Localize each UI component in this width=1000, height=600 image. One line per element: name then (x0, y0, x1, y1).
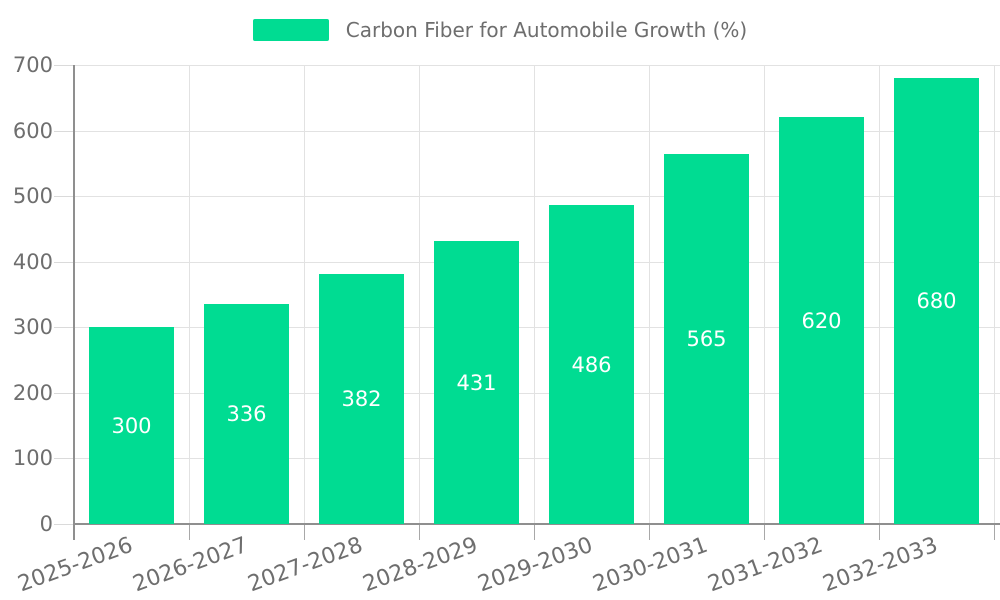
y-axis-tick (54, 458, 74, 460)
x-axis-line (74, 523, 1000, 525)
x-axis-label: 2025-2026 (14, 532, 136, 598)
y-axis-label: 700 (12, 53, 53, 77)
x-axis-label: 2031-2032 (704, 532, 826, 598)
x-axis-tick (879, 524, 880, 540)
x-axis-tick (649, 524, 650, 540)
gridline-vertical (419, 65, 420, 524)
y-axis-label: 400 (12, 249, 53, 274)
x-axis-label: 2029-2030 (474, 532, 596, 598)
y-axis-tick (54, 524, 74, 525)
gridline-vertical (189, 65, 190, 524)
gridline-horizontal (74, 261, 1000, 263)
bar[interactable] (779, 117, 864, 524)
legend-label: Carbon Fiber for Automobile Growth (%) (345, 18, 748, 42)
bar[interactable] (894, 78, 979, 524)
gridline-horizontal (74, 196, 1000, 198)
gridline-horizontal (74, 458, 1000, 460)
y-axis-line (73, 65, 75, 540)
bar[interactable] (89, 327, 174, 524)
gridline-vertical (764, 65, 765, 524)
bar[interactable] (204, 303, 289, 524)
y-axis-label: 600 (12, 118, 53, 143)
y-axis-label: 0 (39, 512, 53, 536)
gridline-vertical (534, 65, 535, 524)
x-axis-label: 2030-2031 (589, 532, 711, 598)
y-axis-label: 100 (12, 446, 53, 471)
gridline-vertical (304, 65, 305, 524)
gridline-vertical (879, 65, 880, 524)
x-axis-tick (419, 524, 420, 540)
bar[interactable] (549, 205, 634, 524)
y-axis-tick (54, 261, 74, 263)
gridline-vertical (649, 65, 650, 524)
y-axis-label: 200 (12, 380, 53, 405)
y-axis-label: 300 (12, 315, 53, 340)
y-axis-label: 500 (12, 184, 53, 209)
x-axis-label: 2032-2033 (819, 532, 941, 598)
bar[interactable] (319, 273, 404, 524)
y-axis-tick (54, 196, 74, 198)
gridline-horizontal (74, 327, 1000, 329)
y-axis-tick (54, 65, 74, 66)
x-axis-label: 2026-2027 (129, 532, 251, 598)
x-axis-tick (304, 524, 305, 540)
y-axis-tick (54, 130, 74, 132)
legend-swatch (252, 19, 329, 41)
plot-area: 0 100 200 300 400 500 600 700 300 2025-2026 336 202… (13, 53, 1000, 597)
gridline-horizontal (74, 130, 1000, 132)
gridline-horizontal (74, 65, 1000, 66)
x-axis-label: 2027-2028 (244, 532, 366, 598)
x-axis-label: 2028-2029 (359, 532, 481, 598)
gridline-horizontal (74, 392, 1000, 394)
x-axis-tick (189, 524, 190, 540)
x-axis-tick (994, 524, 995, 540)
gridline-vertical (994, 65, 995, 524)
y-axis-tick (54, 327, 74, 329)
bar[interactable] (434, 241, 519, 524)
x-axis-tick (534, 524, 535, 540)
bar[interactable] (664, 153, 749, 524)
y-axis-tick (54, 392, 74, 394)
legend-item[interactable]: Carbon Fiber for Automobile Growth (%) (0, 18, 1000, 42)
x-axis-tick (764, 524, 765, 540)
